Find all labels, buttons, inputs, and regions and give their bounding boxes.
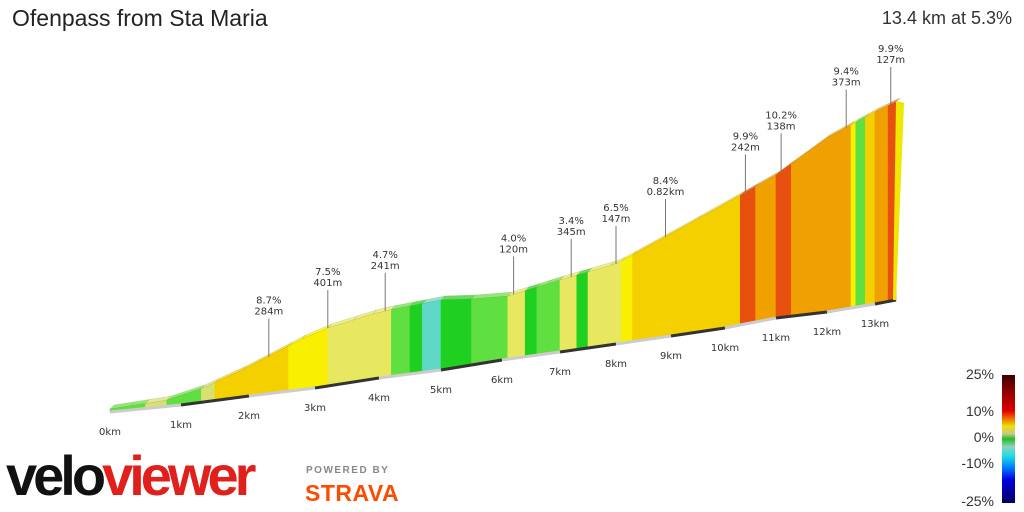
grade-segment	[587, 265, 611, 349]
grade-segment	[440, 299, 448, 371]
x-tick-label: 9km	[660, 351, 682, 362]
annotation-length: 401m	[313, 278, 342, 289]
grade-segment	[855, 116, 866, 308]
grade-segment	[288, 338, 303, 392]
km-base-bar	[826, 302, 876, 314]
x-tick-label: 12km	[813, 327, 841, 338]
legend-label: 10%	[965, 403, 994, 419]
annotation-length: 242m	[731, 142, 760, 153]
annotation-grade: 4.0%	[501, 233, 526, 244]
annotation-grade: 7.5%	[315, 267, 340, 278]
grade-color-scale	[1002, 375, 1015, 503]
grade-segment	[241, 345, 289, 398]
x-tick-label: 4km	[368, 393, 390, 404]
x-tick-label: 1km	[170, 420, 192, 431]
x-tick-label: 2km	[238, 411, 260, 422]
legend-label: -10%	[961, 455, 994, 471]
annotation-grade: 3.4%	[558, 216, 583, 227]
grade-segment	[874, 105, 889, 305]
x-tick-label: 10km	[711, 343, 739, 354]
annotation-length: 138m	[767, 121, 796, 132]
grade-segment	[610, 260, 622, 346]
km-base-bar	[615, 334, 672, 346]
grade-segment	[372, 309, 392, 380]
grade-segment	[865, 111, 876, 306]
km-base-bar	[559, 342, 617, 354]
km-base-bar	[440, 358, 503, 372]
km-base-bar	[501, 350, 561, 362]
grade-segment	[739, 186, 756, 326]
grade-segment	[559, 274, 578, 353]
annotation-grade: 9.9%	[733, 131, 758, 142]
annotation-grade: 9.4%	[833, 67, 858, 78]
annotation-length: 0.82km	[647, 187, 685, 198]
annotation-length: 345m	[557, 227, 586, 238]
legend-label: -25%	[961, 493, 994, 509]
x-tick-label: 7km	[549, 367, 571, 378]
grade-segment	[536, 283, 549, 356]
legend-label: 25%	[965, 366, 994, 382]
km-base-bar	[874, 298, 897, 306]
km-base-bar	[724, 316, 777, 330]
grade-segment	[471, 295, 509, 366]
veloviewer-logo: veloviewer	[6, 444, 256, 507]
page-title: Ofenpass from Sta Maria	[12, 5, 268, 31]
x-tick-label: 8km	[605, 359, 627, 370]
annotation-length: 147m	[602, 214, 631, 225]
grade-segment	[507, 290, 526, 360]
grade-segment	[353, 313, 373, 383]
grade-segment	[790, 137, 828, 317]
annotation-length: 120m	[499, 244, 528, 255]
km-base-bar	[378, 368, 442, 380]
x-tick-label: 3km	[304, 403, 326, 414]
grade-segment	[391, 305, 411, 377]
grade-segment	[524, 286, 538, 358]
annotation-length: 373m	[832, 78, 861, 89]
grade-segment	[576, 271, 589, 350]
annotation-grade: 6.5%	[603, 203, 628, 214]
grade-segment	[632, 218, 699, 342]
grade-segment	[850, 121, 857, 309]
x-tick-label: 11km	[762, 333, 790, 344]
annotation-grade: 8.4%	[653, 176, 678, 187]
annotation-grade: 10.2%	[765, 110, 797, 121]
annotation-length: 284m	[254, 307, 283, 318]
grade-segment	[775, 163, 792, 319]
km-base-bar	[775, 310, 828, 320]
km-base-bar	[670, 326, 726, 338]
annotation-grade: 4.7%	[372, 250, 397, 261]
grade-segment	[327, 319, 354, 387]
legend-label: 0%	[973, 429, 994, 445]
grade-segment	[621, 254, 633, 344]
strava-logo: STRAVA	[305, 480, 400, 506]
km-base-bar	[109, 403, 182, 414]
x-tick-label: 5km	[430, 385, 452, 396]
x-tick-label: 13km	[861, 319, 889, 330]
climb-summary: 13.4 km at 5.3%	[881, 8, 1012, 28]
grade-segment	[409, 303, 423, 375]
km-base-bar	[180, 394, 250, 407]
grade-segment	[697, 194, 741, 333]
km-base-bar	[248, 386, 316, 398]
x-tick-label: 0km	[99, 427, 121, 438]
annotation-length: 127m	[876, 55, 905, 66]
annotation-grade: 9.9%	[878, 44, 903, 55]
grade-segment	[422, 299, 442, 373]
km-base-bar	[314, 376, 380, 390]
grade-segment	[446, 298, 472, 370]
profile-end-face	[893, 102, 904, 300]
grade-segment	[826, 124, 852, 313]
grade-segment	[755, 174, 777, 323]
annotation-grade: 8.7%	[256, 296, 281, 307]
x-tick-label: 6km	[491, 375, 513, 386]
annotation-length: 241m	[371, 261, 400, 272]
grade-segment	[548, 279, 561, 354]
powered-by-text: POWERED BY	[306, 465, 390, 476]
